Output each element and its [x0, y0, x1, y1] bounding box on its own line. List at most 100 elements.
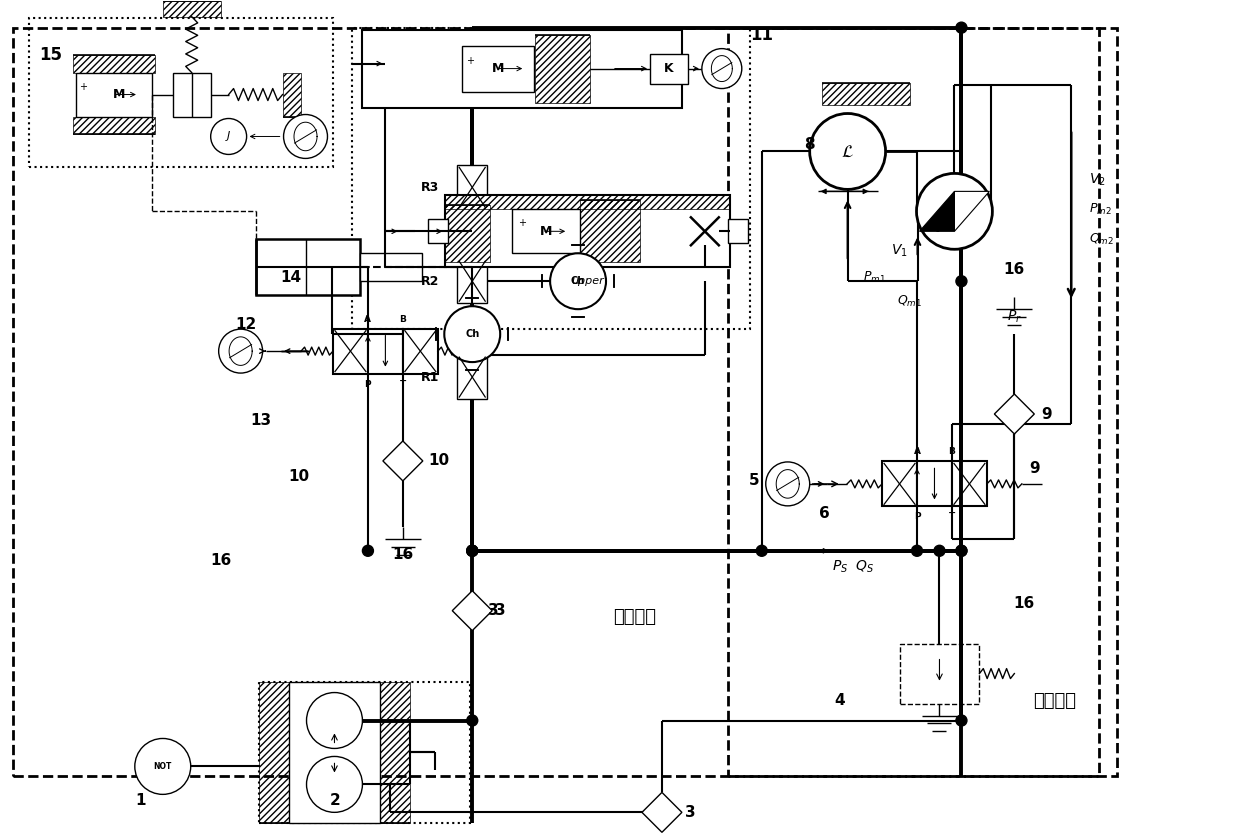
Text: 1: 1	[135, 793, 146, 808]
Bar	[463, 45, 534, 91]
Text: M: M	[113, 88, 125, 101]
Text: 10: 10	[289, 469, 310, 484]
Text: 6: 6	[818, 507, 830, 521]
Circle shape	[956, 545, 967, 556]
Text: R2: R2	[422, 274, 439, 288]
Text: T: T	[399, 379, 405, 388]
Bar	[428, 219, 449, 243]
Text: 5: 5	[749, 473, 760, 488]
Bar	[362, 29, 682, 107]
Polygon shape	[955, 191, 990, 232]
Bar	[12, 28, 1099, 776]
Bar	[918, 461, 952, 507]
Text: 8: 8	[804, 137, 815, 152]
Bar	[368, 329, 403, 373]
Text: 3: 3	[684, 805, 696, 820]
Text: P: P	[914, 513, 920, 521]
Circle shape	[218, 329, 263, 373]
Bar	[536, 34, 590, 102]
Circle shape	[444, 306, 500, 362]
Circle shape	[551, 253, 606, 310]
Circle shape	[702, 49, 742, 89]
Text: P: P	[365, 379, 371, 388]
Bar	[445, 195, 730, 210]
Text: 9: 9	[1029, 461, 1040, 477]
Bar	[899, 644, 980, 704]
Text: K: K	[665, 62, 673, 75]
Circle shape	[756, 545, 768, 556]
Text: $V_2$: $V_2$	[1089, 171, 1106, 188]
Bar	[458, 355, 487, 399]
Circle shape	[934, 545, 945, 556]
Text: $Q_{m2}$: $Q_{m2}$	[1089, 232, 1115, 247]
Circle shape	[766, 462, 810, 506]
Bar	[289, 681, 381, 823]
Text: 推进系统: 推进系统	[614, 607, 656, 626]
Bar	[728, 219, 748, 243]
Bar	[445, 206, 490, 263]
Text: $\mathcal{L}$: $\mathcal{L}$	[841, 143, 854, 160]
Bar	[73, 55, 155, 73]
Bar	[73, 117, 155, 134]
Text: NOT: NOT	[154, 762, 172, 771]
Text: Ch: Ch	[570, 276, 585, 286]
Bar	[822, 82, 909, 105]
Bar	[172, 73, 211, 117]
Text: 13: 13	[250, 414, 272, 429]
Bar	[512, 210, 580, 253]
Polygon shape	[642, 792, 682, 832]
Text: 11: 11	[750, 26, 773, 44]
Circle shape	[956, 715, 967, 726]
Circle shape	[956, 22, 967, 34]
Bar	[580, 201, 640, 263]
Bar	[334, 329, 368, 373]
Bar	[458, 259, 487, 303]
Circle shape	[466, 545, 477, 556]
Bar	[650, 54, 688, 84]
Text: 14: 14	[280, 269, 301, 284]
Circle shape	[362, 545, 373, 556]
Circle shape	[466, 715, 477, 726]
Bar	[361, 253, 423, 281]
Circle shape	[284, 114, 327, 159]
Text: Ch: Ch	[465, 329, 480, 339]
Text: 3: 3	[489, 603, 498, 618]
Bar	[403, 329, 438, 373]
Text: 15: 15	[38, 45, 62, 64]
Bar	[29, 18, 334, 168]
Text: 3: 3	[495, 603, 506, 618]
Text: 回转系统: 回转系统	[1033, 691, 1076, 710]
Text: 4: 4	[835, 693, 846, 708]
Bar	[259, 681, 289, 823]
Circle shape	[810, 113, 885, 190]
Text: J: J	[227, 132, 231, 142]
Text: A: A	[914, 447, 920, 456]
Bar	[952, 461, 987, 507]
Text: M: M	[539, 225, 552, 237]
Circle shape	[306, 692, 362, 748]
Circle shape	[306, 757, 362, 812]
Circle shape	[211, 118, 247, 154]
Circle shape	[916, 174, 992, 249]
Text: $P_S$  $Q_S$: $P_S$ $Q_S$	[832, 559, 874, 575]
Bar	[728, 28, 1117, 776]
Text: A: A	[365, 315, 372, 324]
Bar	[445, 195, 730, 268]
Circle shape	[911, 545, 923, 556]
Bar	[362, 29, 682, 48]
Text: 16: 16	[1014, 597, 1035, 611]
Bar	[882, 461, 918, 507]
Bar	[352, 28, 750, 329]
Text: B: B	[949, 447, 955, 456]
Text: R3: R3	[422, 181, 439, 194]
Text: upper: upper	[572, 276, 604, 286]
Polygon shape	[383, 441, 423, 481]
Text: R1: R1	[422, 371, 439, 383]
Text: 16: 16	[210, 553, 232, 568]
Text: T: T	[949, 513, 955, 521]
Bar	[259, 681, 470, 823]
Text: +: +	[466, 55, 474, 65]
Bar	[76, 73, 151, 117]
Bar	[255, 239, 361, 295]
Circle shape	[135, 738, 191, 795]
